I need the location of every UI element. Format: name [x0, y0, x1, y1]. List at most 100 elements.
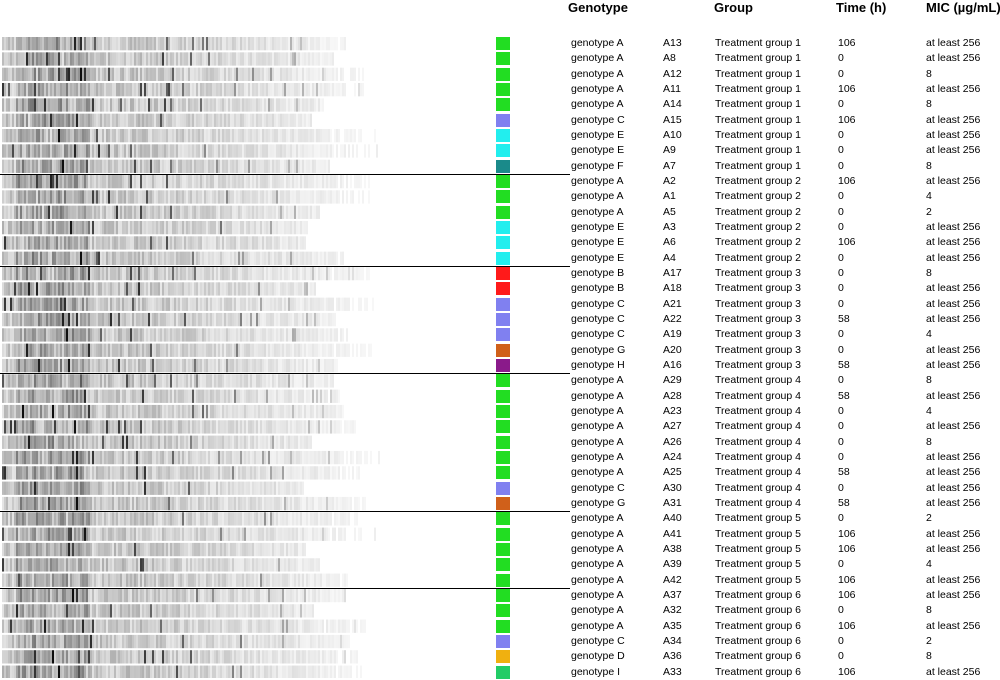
genotype-color-swatch	[496, 114, 510, 127]
group-cell: Treatment group 4	[715, 496, 801, 511]
group-cell: Treatment group 2	[715, 174, 801, 189]
genotype-color-swatch	[496, 666, 510, 679]
genotype-color-swatch	[496, 313, 510, 326]
genotype-color-swatch	[496, 466, 510, 479]
isolate-cell: A40	[663, 511, 682, 526]
isolate-cell: A38	[663, 542, 682, 557]
time-cell: 0	[838, 67, 844, 82]
group-cell: Treatment group 1	[715, 97, 801, 112]
genotype-color-swatch	[496, 267, 510, 280]
time-cell: 0	[838, 159, 844, 174]
mic-cell: 2	[926, 205, 932, 220]
genotype-color-swatch	[496, 144, 510, 157]
isolate-cell: A6	[663, 235, 676, 250]
mic-cell: at least 256	[926, 312, 980, 327]
mic-cell: 8	[926, 159, 932, 174]
group-cell: Treatment group 5	[715, 527, 801, 542]
mic-cell: 4	[926, 189, 932, 204]
genotype-cell: genotype A	[571, 542, 624, 557]
isolate-cell: A41	[663, 527, 682, 542]
isolate-cell: A15	[663, 113, 682, 128]
isolate-cell: A36	[663, 649, 682, 664]
genotype-color-swatch	[496, 574, 510, 587]
group-cell: Treatment group 5	[715, 511, 801, 526]
genotype-color-swatch	[496, 68, 510, 81]
genotype-cell: genotype C	[571, 327, 625, 342]
genotype-color-swatch	[496, 451, 510, 464]
group-cell: Treatment group 3	[715, 312, 801, 327]
genotype-cell: genotype A	[571, 527, 624, 542]
isolate-cell: A2	[663, 174, 676, 189]
group-cell: Treatment group 1	[715, 128, 801, 143]
group-cell: Treatment group 3	[715, 358, 801, 373]
genotype-cell: genotype A	[571, 174, 624, 189]
genotype-color-swatch	[496, 175, 510, 188]
time-cell: 106	[838, 527, 856, 542]
time-cell: 0	[838, 143, 844, 158]
group-cell: Treatment group 2	[715, 205, 801, 220]
genotype-cell: genotype A	[571, 450, 624, 465]
mic-cell: at least 256	[926, 281, 980, 296]
time-cell: 0	[838, 404, 844, 419]
mic-cell: at least 256	[926, 235, 980, 250]
genotype-cell: genotype E	[571, 220, 624, 235]
time-cell: 0	[838, 603, 844, 618]
time-cell: 106	[838, 113, 856, 128]
genotype-color-swatch	[496, 298, 510, 311]
mic-cell: at least 256	[926, 619, 980, 634]
mic-cell: at least 256	[926, 588, 980, 603]
time-cell: 0	[838, 435, 844, 450]
isolate-cell: A5	[663, 205, 676, 220]
mic-cell: 4	[926, 327, 932, 342]
isolate-cell: A22	[663, 312, 682, 327]
isolate-cell: A32	[663, 603, 682, 618]
mic-cell: 8	[926, 603, 932, 618]
isolate-cell: A18	[663, 281, 682, 296]
genotype-cell: genotype E	[571, 251, 624, 266]
isolate-cell: A23	[663, 404, 682, 419]
genotype-color-swatch	[496, 52, 510, 65]
group-cell: Treatment group 2	[715, 235, 801, 250]
time-cell: 0	[838, 419, 844, 434]
genotype-cell: genotype A	[571, 82, 624, 97]
time-cell: 106	[838, 36, 856, 51]
isolate-cell: A7	[663, 159, 676, 174]
group-cell: Treatment group 1	[715, 36, 801, 51]
mic-cell: at least 256	[926, 481, 980, 496]
time-cell: 0	[838, 343, 844, 358]
group-cell: Treatment group 4	[715, 481, 801, 496]
isolate-cell: A8	[663, 51, 676, 66]
isolate-cell: A11	[663, 82, 681, 97]
isolate-cell: A28	[663, 389, 682, 404]
mic-cell: at least 256	[926, 573, 980, 588]
genotype-cell: genotype B	[571, 266, 624, 281]
genotype-cell: genotype A	[571, 67, 624, 82]
group-cell: Treatment group 5	[715, 573, 801, 588]
isolate-cell: A17	[663, 266, 682, 281]
group-cell: Treatment group 4	[715, 435, 801, 450]
isolate-cell: A20	[663, 343, 682, 358]
time-cell: 0	[838, 97, 844, 112]
group-cell: Treatment group 1	[715, 67, 801, 82]
time-cell: 106	[838, 619, 856, 634]
isolate-cell: A35	[663, 619, 682, 634]
genotype-cell: genotype C	[571, 634, 625, 649]
genotype-color-swatch	[496, 482, 510, 495]
isolate-cell: A12	[663, 67, 682, 82]
genotype-color-swatch	[496, 528, 510, 541]
genotype-cell: genotype A	[571, 404, 624, 419]
